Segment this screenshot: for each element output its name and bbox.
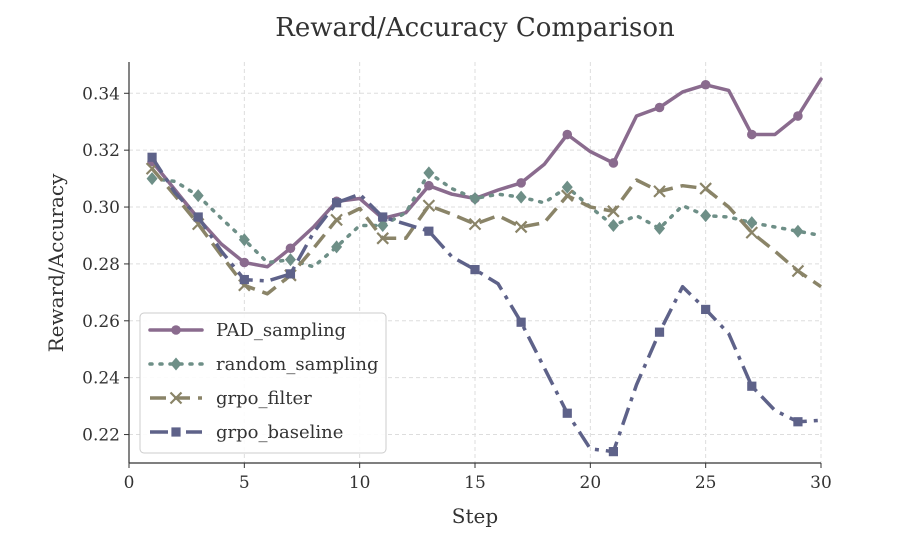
- legend-item: grpo_filter: [150, 388, 312, 409]
- data-point-marker: [699, 182, 712, 195]
- data-point-marker: [423, 166, 435, 180]
- legend-item: grpo_baseline: [150, 422, 343, 443]
- x-tick-label: 15: [464, 473, 486, 493]
- data-point-marker: [608, 447, 618, 457]
- data-point-marker: [170, 357, 182, 371]
- data-point-marker: [700, 209, 712, 223]
- legend-item: PAD_sampling: [148, 320, 346, 341]
- data-point-marker: [700, 79, 711, 90]
- x-tick-label: 10: [349, 473, 371, 493]
- chart-title: Reward/Accuracy Comparison: [275, 13, 675, 43]
- data-point-marker: [653, 185, 666, 198]
- data-point-marker: [147, 152, 157, 162]
- y-ticks: 0.22 0.24 0.26 0.28 0.30 0.32 0.34: [82, 84, 129, 446]
- data-point-marker: [470, 265, 480, 275]
- legend-label: grpo_filter: [216, 388, 312, 409]
- data-point-marker: [193, 212, 203, 222]
- y-tick-label: 0.34: [82, 84, 120, 104]
- y-tick-label: 0.32: [82, 141, 120, 161]
- legend-item: random_sampling: [148, 354, 379, 375]
- data-point-marker: [747, 381, 757, 391]
- data-point-marker: [607, 205, 620, 218]
- x-tick-label: 0: [124, 473, 135, 493]
- series-line: [150, 167, 822, 296]
- data-point-marker: [561, 180, 573, 194]
- series-line: [150, 171, 823, 269]
- data-point-marker: [239, 274, 249, 285]
- data-point-marker: [654, 102, 665, 113]
- data-point-marker: [793, 111, 803, 121]
- y-tick-label: 0.28: [82, 255, 120, 275]
- data-point-marker: [422, 199, 436, 212]
- data-point-marker: [469, 192, 481, 206]
- legend: PAD_sampling random_sampling grpo_filtergr…: [139, 312, 387, 454]
- data-point-marker: [239, 257, 250, 268]
- data-point-marker: [331, 240, 343, 254]
- data-point-marker: [791, 264, 805, 278]
- y-tick-label: 0.30: [82, 198, 120, 218]
- legend-label: random_sampling: [216, 354, 379, 375]
- series-grpo_baseline: [147, 152, 822, 457]
- y-axis-label: Reward/Accuracy: [44, 173, 68, 352]
- x-tick-label: 5: [239, 473, 250, 493]
- data-point-marker: [746, 216, 758, 230]
- data-point-marker: [285, 243, 296, 254]
- x-axis-label: Step: [452, 504, 498, 528]
- data-point-marker: [378, 212, 388, 222]
- x-tick-label: 20: [580, 473, 602, 493]
- series-layer: [145, 77, 823, 457]
- data-point-marker: [332, 198, 342, 208]
- data-point-marker: [516, 317, 526, 327]
- legend-box: [139, 312, 387, 454]
- legend-label: PAD_sampling: [216, 320, 346, 341]
- data-point-marker: [562, 408, 572, 418]
- y-tick-label: 0.26: [82, 312, 120, 332]
- legend-label: grpo_baseline: [216, 422, 343, 443]
- data-point-marker: [377, 219, 389, 233]
- data-point-marker: [424, 180, 434, 191]
- data-point-marker: [171, 427, 181, 437]
- data-point-marker: [747, 129, 757, 140]
- data-point-marker: [654, 327, 665, 337]
- data-point-marker: [562, 129, 573, 140]
- data-point-marker: [560, 189, 574, 202]
- data-point-marker: [792, 224, 804, 238]
- data-point-marker: [169, 391, 183, 405]
- data-point-marker: [607, 219, 619, 233]
- data-point-marker: [745, 226, 759, 239]
- data-point-marker: [238, 233, 250, 247]
- data-point-marker: [515, 190, 527, 204]
- data-point-marker: [514, 220, 528, 234]
- data-point-marker: [468, 217, 482, 231]
- x-tick-label: 30: [810, 473, 832, 493]
- data-point-marker: [424, 226, 434, 236]
- y-tick-label: 0.24: [82, 369, 120, 389]
- series-line: [150, 77, 823, 269]
- data-point-marker: [608, 158, 619, 168]
- y-tick-label: 0.22: [82, 426, 120, 446]
- data-point-marker: [285, 269, 296, 279]
- data-point-marker: [146, 172, 158, 186]
- data-point-marker: [701, 304, 711, 315]
- data-point-marker: [793, 417, 803, 427]
- data-point-marker: [376, 232, 390, 245]
- data-point-marker: [330, 213, 343, 227]
- data-point-marker: [171, 325, 181, 335]
- data-point-marker: [284, 253, 296, 267]
- series-grpo_filter: [145, 162, 822, 296]
- x-tick-label: 25: [695, 473, 717, 493]
- data-point-marker: [516, 178, 526, 188]
- data-point-marker: [192, 189, 204, 203]
- x-ticks: 0 5 10 15 20 25 30: [124, 463, 832, 493]
- series-random_sampling: [146, 166, 823, 269]
- data-point-marker: [654, 221, 666, 235]
